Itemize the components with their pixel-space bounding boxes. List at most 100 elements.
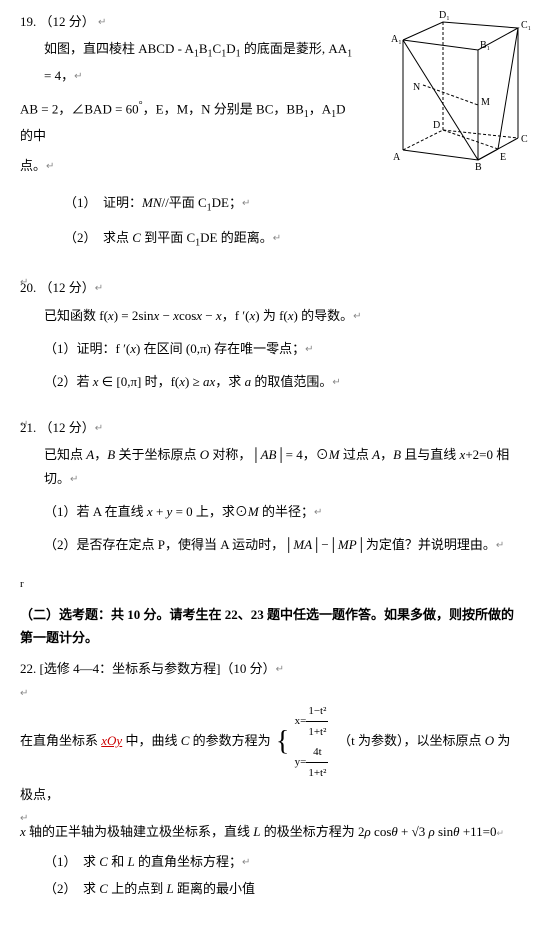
prism-figure: A₁ D₁ C₁ B₁ A D C B E M N bbox=[383, 10, 533, 170]
t: MP bbox=[338, 537, 357, 552]
t: − bbox=[159, 308, 173, 323]
t: ，f ′( bbox=[222, 308, 250, 323]
t: ，A bbox=[309, 102, 331, 117]
cur-icon: ↵ bbox=[242, 857, 250, 868]
t: （2） 求点 bbox=[64, 230, 132, 245]
q19-l2: AB = 2，∠BAD = 60°，E，M，N 分别是 BC，BB1，A1D 的… bbox=[20, 97, 360, 147]
t: 轴的正半轴为极轴建立极坐标系，直线 bbox=[26, 824, 254, 839]
t: 且与直线 bbox=[401, 447, 460, 462]
cur-icon: ↵ bbox=[20, 688, 28, 699]
t: ) ≥ bbox=[185, 374, 203, 389]
t: 如图，直四棱柱 ABCD - A bbox=[44, 41, 194, 56]
lbl: C bbox=[521, 134, 528, 145]
q19-num: 19. bbox=[20, 14, 36, 29]
t: C bbox=[181, 733, 190, 748]
q22-num: 22. bbox=[20, 661, 36, 676]
t: B bbox=[199, 41, 208, 56]
t: A bbox=[372, 447, 380, 462]
t: DE 的距离。 bbox=[200, 230, 273, 245]
q21-p2: （2）是否存在定点 P，使得当 A 运动时，│MA│−│MP│为定值？并说明理由… bbox=[44, 533, 523, 556]
t: 已知函数 f( bbox=[44, 308, 108, 323]
t: 上的点到 bbox=[108, 881, 167, 896]
t: AB bbox=[261, 447, 277, 462]
t: = 0 上，求⊙ bbox=[172, 504, 248, 519]
lbl: N bbox=[413, 82, 420, 93]
t: = 4， bbox=[44, 68, 74, 83]
t: B bbox=[393, 447, 401, 462]
t: AB = 2，∠BAD = 60 bbox=[20, 102, 139, 117]
q21-num: 21. bbox=[20, 420, 36, 435]
t: y= bbox=[295, 756, 307, 768]
stray-r: r bbox=[20, 575, 523, 595]
problem-20: 20. （12 分）↵ 已知函数 f(x) = 2sinx − xcosx − … bbox=[20, 276, 523, 394]
q20-p1: （1）证明：f ′(x) 在区间 (0,π) 存在唯一零点；↵ bbox=[44, 337, 523, 360]
problem-21: 21. （12 分）↵ 已知点 A，B 关于坐标原点 O 对称，│AB│= 4，… bbox=[20, 416, 523, 557]
cur-icon: ↵ bbox=[95, 423, 103, 434]
t: ) 为 f( bbox=[255, 308, 288, 323]
q22-l2: x 轴的正半轴为极轴建立极坐标系，直线 L 的极坐标方程为 2ρ cosθ + … bbox=[20, 820, 523, 843]
t: M bbox=[329, 447, 340, 462]
lbl: E bbox=[500, 152, 506, 163]
t: C bbox=[99, 854, 108, 869]
t: sin bbox=[435, 824, 453, 839]
t: 的参数方程为 bbox=[189, 733, 270, 748]
t: C bbox=[132, 230, 141, 245]
cur-icon: ↵ bbox=[353, 311, 361, 322]
t: （1） 求 bbox=[44, 854, 99, 869]
t: ，求 bbox=[215, 374, 244, 389]
t: 在直角坐标系 bbox=[20, 733, 101, 748]
q21-pts: （12 分） bbox=[40, 420, 95, 435]
t: 中，曲线 bbox=[122, 733, 181, 748]
t: M bbox=[248, 504, 259, 519]
t: （1）证明：f ′( bbox=[44, 341, 130, 356]
lbl: D₁ bbox=[439, 10, 450, 21]
t: + √3 bbox=[398, 824, 429, 839]
t: 过点 bbox=[340, 447, 373, 462]
cur-icon: ↵ bbox=[496, 540, 504, 551]
q19-pts: （12 分） bbox=[40, 14, 95, 29]
cur-icon: ↵ bbox=[276, 664, 284, 675]
param-equations: x=1−t²1+t² y=4t1+t² bbox=[295, 701, 329, 783]
q19-body: 19. （12 分） ↵ 如图，直四棱柱 ABCD - A1B1C1D1 的底面… bbox=[20, 10, 360, 252]
lbl: D bbox=[433, 120, 440, 131]
cur-icon: ↵ bbox=[74, 71, 82, 82]
t: （1）若 A 在直线 bbox=[44, 504, 147, 519]
lbl: B bbox=[475, 162, 482, 170]
q20-l1: 已知函数 f(x) = 2sinx − xcosx − x，f ′(x) 为 f… bbox=[44, 304, 523, 327]
t: 已知点 bbox=[44, 447, 86, 462]
cur-icon: ↵ bbox=[242, 198, 250, 209]
q19-p1: （1） 证明：MN//平面 C1DE；↵ bbox=[64, 191, 360, 218]
t: MA bbox=[293, 537, 312, 552]
q21-p1: （1）若 A 在直线 x + y = 0 上，求⊙M 的半径；↵ bbox=[44, 500, 523, 523]
t: │= 4，⊙ bbox=[276, 447, 328, 462]
t: │为定值？并说明理由。 bbox=[357, 537, 496, 552]
cur-icon: ↵ bbox=[46, 161, 54, 172]
q22-head: [选修 4—4：坐标系与参数方程]（10 分） bbox=[40, 661, 276, 676]
cur-icon: ↵ bbox=[497, 828, 505, 838]
t: D bbox=[226, 41, 235, 56]
q22-p1: （1） 求 C 和 L 的直角坐标方程；↵ bbox=[44, 850, 523, 873]
t: （2） 求 bbox=[44, 881, 99, 896]
t: 到平面 C bbox=[141, 230, 195, 245]
t: 1+t² bbox=[306, 722, 328, 742]
section-2-heading: （二）选考题：共 10 分。请考生在 22、23 题中任选一题作答。如果多做，则… bbox=[20, 603, 523, 650]
problem-19: 19. （12 分） ↵ 如图，直四棱柱 ABCD - A1B1C1D1 的底面… bbox=[20, 10, 523, 252]
t: − bbox=[202, 308, 216, 323]
t: C bbox=[213, 41, 222, 56]
t: +11=0 bbox=[460, 824, 497, 839]
t: 距离的最小值 bbox=[174, 881, 255, 896]
cur-icon: ↵ bbox=[305, 344, 313, 355]
lbl: A bbox=[393, 152, 401, 163]
t: L bbox=[253, 824, 260, 839]
cur-icon: ↵ bbox=[98, 17, 106, 28]
t: （t 为参数），以坐标原点 bbox=[338, 733, 485, 748]
t: 关于坐标原点 bbox=[115, 447, 200, 462]
cur-icon: ↵ bbox=[314, 507, 322, 518]
t: ，E，M，N 分别是 BC，BB bbox=[143, 102, 304, 117]
t: 和 bbox=[108, 854, 128, 869]
cur-icon: ↵ bbox=[70, 474, 78, 485]
t: L bbox=[166, 881, 173, 896]
lbl: B₁ bbox=[480, 40, 490, 51]
cur-icon: ↵ bbox=[273, 233, 281, 244]
q19-p2: （2） 求点 C 到平面 C1DE 的距离。↵ bbox=[64, 226, 360, 253]
